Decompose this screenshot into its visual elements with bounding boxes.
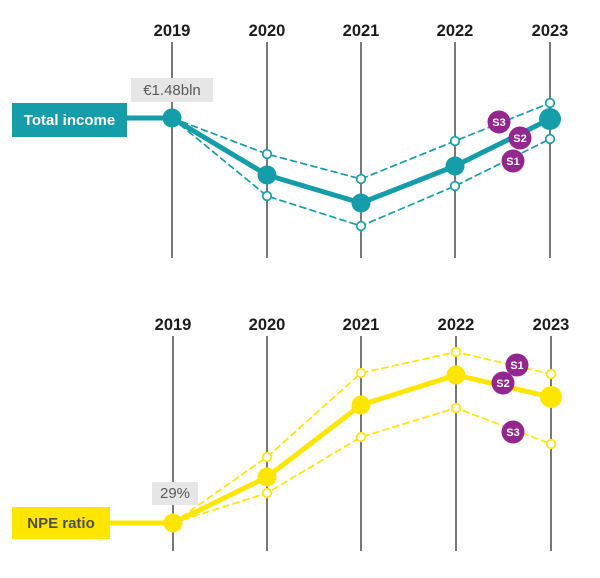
series-S2-point-2019 bbox=[163, 513, 183, 533]
series-S1-marker-2022 bbox=[449, 180, 461, 192]
series-S1-marker-2020 bbox=[261, 190, 273, 202]
series-S2-point-2021 bbox=[351, 193, 371, 213]
scenario-badge-S2 bbox=[508, 126, 532, 150]
series-S1-marker-2022 bbox=[450, 346, 462, 358]
series-S2-point-2020 bbox=[257, 165, 277, 185]
year-label-2019: 2019 bbox=[154, 22, 191, 40]
series-label-total-income: Total income bbox=[12, 103, 127, 137]
series-S2-point-2022 bbox=[446, 365, 466, 385]
year-label-2022: 2022 bbox=[437, 22, 474, 40]
series-S3-marker-2023 bbox=[545, 438, 557, 450]
series-S1-marker-2020 bbox=[261, 451, 273, 463]
series-S3-marker-2020 bbox=[261, 487, 273, 499]
year-label-2021: 2021 bbox=[343, 316, 380, 334]
series-S1-marker-2021 bbox=[355, 220, 367, 232]
scenario-badge-label-S3: S3 bbox=[506, 427, 519, 439]
series-S2-point-2023 bbox=[539, 108, 561, 130]
scenario-badge-label-S1: S1 bbox=[506, 156, 519, 168]
series-S3-marker-2020 bbox=[261, 148, 273, 160]
year-label-2023: 2023 bbox=[533, 316, 570, 334]
scenario-badge-label-S3: S3 bbox=[492, 117, 505, 129]
series-S2-point-2020 bbox=[257, 467, 277, 487]
series-S3-marker-2022 bbox=[450, 402, 462, 414]
series-S1-marker-2023 bbox=[544, 133, 556, 145]
series-S2-point-2021 bbox=[351, 395, 371, 415]
total-income-start-value-label: €1.48bln bbox=[131, 78, 213, 102]
series-label-npe-ratio: NPE ratio bbox=[12, 507, 110, 539]
series-S2-point-2022 bbox=[445, 156, 465, 176]
series-S1-marker-2023 bbox=[545, 368, 557, 380]
scenario-badge-S1 bbox=[501, 149, 525, 173]
year-label-2019: 2019 bbox=[155, 316, 192, 334]
year-label-2021: 2021 bbox=[343, 22, 380, 40]
scenario-badge-S3 bbox=[501, 420, 525, 444]
scenario-badge-label-S2: S2 bbox=[513, 133, 526, 145]
year-label-2023: 2023 bbox=[532, 22, 569, 40]
npe-ratio-start-value-label: 29% bbox=[152, 482, 198, 505]
series-S2-point-2019 bbox=[162, 108, 182, 128]
scenario-badge-label-S1: S1 bbox=[510, 360, 523, 372]
scenario-badge-label-S2: S2 bbox=[496, 378, 509, 390]
scenario-badge-S1 bbox=[505, 353, 529, 377]
series-S3-marker-2023 bbox=[544, 97, 556, 109]
series-S3-marker-2021 bbox=[355, 431, 367, 443]
series-S3-line bbox=[172, 407, 552, 524]
series-S1-marker-2021 bbox=[355, 367, 367, 379]
series-S3-marker-2022 bbox=[449, 135, 461, 147]
year-label-2020: 2020 bbox=[249, 316, 286, 334]
year-label-2022: 2022 bbox=[438, 316, 475, 334]
series-S3-marker-2021 bbox=[355, 173, 367, 185]
scenario-badge-S2 bbox=[491, 371, 515, 395]
year-label-2020: 2020 bbox=[249, 22, 286, 40]
series-S2-point-2023 bbox=[540, 386, 562, 408]
scenario-badge-S3 bbox=[487, 110, 511, 134]
